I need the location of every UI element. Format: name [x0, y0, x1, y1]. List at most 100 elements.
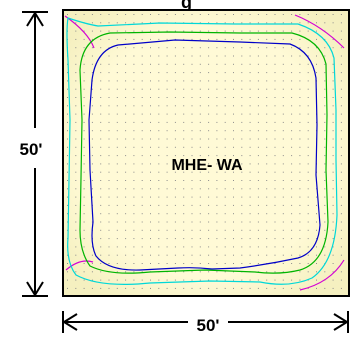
grid-point: [332, 97, 334, 98]
grid-point: [67, 221, 68, 223]
grid-point: [216, 22, 218, 24]
grid-point: [274, 171, 276, 173]
grid-point: [307, 138, 309, 140]
grid-point: [174, 121, 176, 123]
grid-point: [125, 14, 127, 15]
grid-point: [307, 72, 309, 74]
grid-point: [216, 138, 218, 140]
grid-point: [75, 254, 77, 256]
grid-point: [332, 163, 334, 165]
grid-point: [116, 287, 118, 289]
grid-point: [282, 254, 284, 256]
grid-point: [299, 229, 301, 231]
grid-point: [291, 279, 293, 281]
grid-point: [83, 238, 85, 240]
grid-point: [75, 113, 77, 115]
grid-point: [299, 80, 301, 82]
grid-point: [133, 279, 135, 281]
grid-point: [183, 97, 185, 98]
grid-point: [257, 113, 259, 115]
grid-point: [241, 263, 243, 264]
grid-point: [83, 97, 85, 98]
grid-point: [199, 14, 201, 15]
grid-point: [299, 188, 301, 190]
grid-point: [183, 196, 185, 198]
grid-point: [241, 254, 243, 256]
contour-inner: [88, 39, 321, 271]
height-dimension-label: 50': [20, 140, 43, 159]
grid-point: [316, 279, 317, 281]
grid-point: [274, 55, 276, 57]
grid-point: [174, 263, 176, 264]
grid-point: [91, 38, 93, 40]
grid-point: [241, 22, 243, 24]
grid-point: [141, 271, 143, 273]
grid-point: [324, 55, 326, 57]
grid-point: [224, 105, 226, 107]
grid-point: [316, 55, 317, 57]
grid-point: [199, 80, 201, 82]
grid-point: [274, 88, 276, 90]
grid-point: [257, 163, 259, 165]
grid-point: [316, 229, 317, 231]
grid-point: [274, 196, 276, 198]
grid-point: [100, 80, 102, 82]
grid-point: [158, 263, 160, 264]
grid-point: [199, 287, 201, 289]
grid-point: [257, 30, 259, 32]
grid-point: [116, 138, 118, 140]
grid-point: [116, 22, 118, 24]
grid-point: [233, 38, 234, 40]
grid-point: [91, 30, 93, 32]
grid-point: [108, 196, 110, 198]
grid-point: [158, 138, 160, 140]
iso-contours: [64, 14, 345, 291]
grid-point: [158, 180, 160, 181]
grid-point: [91, 271, 93, 273]
grid-point: [340, 30, 342, 32]
grid-point: [75, 196, 77, 198]
grid-point: [299, 22, 301, 24]
grid-point: [324, 180, 326, 181]
grid-point: [282, 97, 284, 98]
grid-point: [83, 80, 85, 82]
grid-point: [299, 38, 301, 40]
grid-point: [249, 88, 251, 90]
grid-point: [91, 88, 93, 90]
grid-point: [249, 279, 251, 281]
grid-point: [125, 121, 127, 123]
grid-point: [125, 130, 127, 132]
grid-point: [125, 55, 127, 57]
grid-point: [249, 221, 251, 223]
grid-point: [75, 155, 77, 157]
grid-point: [67, 229, 68, 231]
grid-point: [199, 155, 201, 157]
grid-point: [241, 180, 243, 181]
grid-point: [75, 121, 77, 123]
grid-point: [249, 146, 251, 148]
grid-point: [199, 221, 201, 223]
grid-point: [174, 229, 176, 231]
grid-point: [233, 105, 234, 107]
grid-point: [332, 180, 334, 181]
grid-point: [75, 163, 77, 165]
grid-point: [100, 38, 102, 40]
grid-point: [100, 196, 102, 198]
grid-point: [191, 146, 193, 148]
grid-point: [291, 63, 293, 65]
grid-point: [233, 213, 234, 215]
grid-point: [249, 246, 251, 248]
grid-point: [274, 213, 276, 215]
grid-point: [116, 14, 118, 15]
grid-point: [91, 63, 93, 65]
grid-point: [158, 229, 160, 231]
grid-point: [282, 130, 284, 132]
grid-point: [316, 204, 317, 206]
grid-point: [100, 254, 102, 256]
grid-point: [183, 38, 185, 40]
grid-point: [133, 72, 135, 74]
grid-point: [125, 204, 127, 206]
grid-point: [150, 279, 151, 281]
grid-point: [141, 171, 143, 173]
grid-point: [199, 146, 201, 148]
